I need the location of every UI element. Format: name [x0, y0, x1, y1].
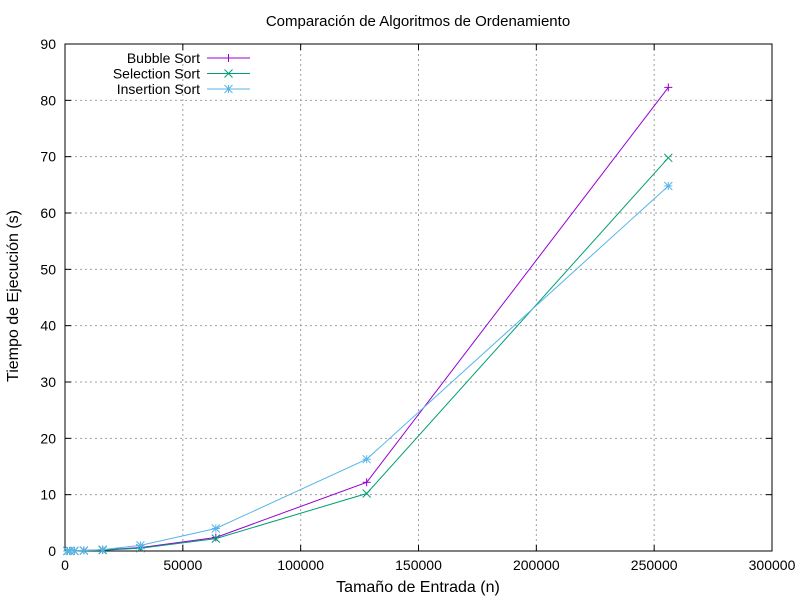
marker-stroke — [211, 534, 221, 543]
data-point — [224, 54, 233, 62]
marker-stroke — [98, 545, 108, 554]
legend-entry: Selection Sort — [113, 66, 250, 82]
data-point — [136, 541, 145, 550]
y-tick-label: 80 — [40, 92, 56, 108]
x-tick-label: 150000 — [395, 557, 442, 573]
x-tick-label: 0 — [61, 557, 69, 573]
data-point — [211, 534, 221, 543]
data-point — [79, 546, 89, 555]
x-tick-label: 300000 — [749, 557, 796, 573]
data-point — [664, 83, 673, 92]
y-tick-label: 10 — [40, 487, 56, 503]
marker-stroke — [362, 489, 372, 498]
legend-entry: Bubble Sort — [127, 50, 250, 66]
marker-stroke — [211, 524, 221, 533]
marker-stroke — [663, 181, 673, 191]
grid — [65, 44, 772, 551]
chart-title: Comparación de Algoritmos de Ordenamient… — [266, 13, 570, 30]
data-point — [98, 545, 108, 554]
data-point — [362, 489, 372, 498]
data-point — [663, 181, 673, 191]
data-point — [211, 524, 221, 533]
data-point — [70, 546, 79, 556]
x-tick-label: 250000 — [631, 557, 678, 573]
marker-stroke — [663, 153, 673, 163]
data-point — [362, 478, 371, 487]
marker-stroke — [224, 84, 233, 94]
x-tick-label: 100000 — [277, 557, 324, 573]
x-axis-title: Tamaño de Entrada (n) — [336, 579, 500, 596]
x-tick-label: 200000 — [513, 557, 560, 573]
marker-stroke — [224, 69, 233, 78]
legend-entry: Insertion Sort — [117, 81, 250, 97]
y-tick-label: 20 — [40, 430, 56, 446]
marker-stroke — [79, 546, 89, 555]
data-point — [362, 454, 372, 464]
y-tick-label: 40 — [40, 318, 56, 334]
legend-label: Selection Sort — [113, 66, 200, 82]
legend-label: Insertion Sort — [117, 81, 200, 97]
y-tick-label: 30 — [40, 374, 56, 390]
y-tick-label: 0 — [48, 543, 56, 559]
series-group — [63, 83, 673, 556]
y-tick-label: 60 — [40, 205, 56, 221]
y-tick-label: 70 — [40, 149, 56, 165]
y-tick-label: 90 — [40, 36, 56, 52]
data-point — [224, 84, 233, 94]
marker-stroke — [362, 454, 372, 464]
data-point — [663, 153, 673, 163]
series-line — [67, 185, 669, 552]
series-line — [67, 87, 669, 552]
data-point — [224, 69, 233, 78]
series-bubble-sort — [63, 83, 673, 555]
axes: 0 50000 100000 150000 200000 250000 300000 0 10 2… — [40, 36, 795, 573]
legend-label: Bubble Sort — [127, 50, 200, 66]
y-tick-label: 50 — [40, 261, 56, 277]
marker-stroke — [136, 541, 145, 550]
x-tick-label: 50000 — [163, 557, 202, 573]
marker-stroke — [70, 546, 79, 556]
y-axis-title: Tiempo de Ejecución (s) — [5, 210, 22, 382]
series-insertion-sort — [63, 181, 673, 556]
